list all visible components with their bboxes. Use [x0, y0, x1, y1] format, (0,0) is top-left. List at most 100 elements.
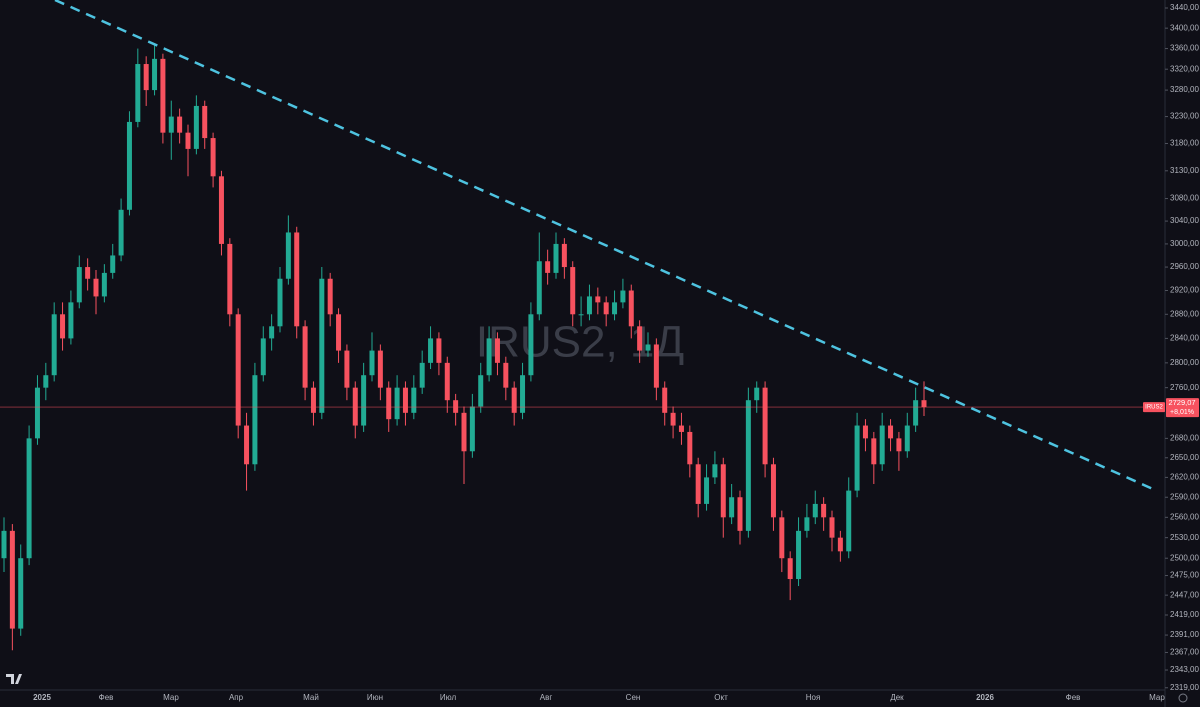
candle-body	[536, 261, 542, 315]
candle-body	[762, 387, 768, 465]
candle-body	[620, 290, 626, 303]
candle	[904, 412, 910, 458]
candle	[871, 431, 877, 484]
trendline	[54, 0, 1156, 492]
x-tick-label: 2025	[33, 693, 51, 702]
candle	[520, 362, 526, 420]
candle	[344, 344, 350, 401]
price-tag-value: 2729,07	[1168, 398, 1195, 407]
candle	[645, 332, 651, 357]
candle	[854, 412, 860, 498]
candle-body	[637, 326, 643, 351]
candle	[829, 510, 835, 552]
x-tick-label: Фев	[1066, 693, 1081, 702]
candle	[879, 412, 885, 471]
candle-body	[269, 326, 275, 339]
candle-body	[695, 464, 701, 504]
candle-body	[68, 302, 74, 339]
y-tick-label: 2800,00	[1170, 358, 1199, 367]
candle	[754, 381, 760, 413]
y-tick-label: 3360,00	[1170, 44, 1199, 53]
candle	[202, 100, 208, 149]
candle-body	[126, 121, 132, 210]
candle	[745, 387, 751, 538]
candle	[812, 490, 818, 525]
candle	[787, 551, 793, 601]
candle	[637, 320, 643, 363]
x-tick-label: Мар	[1149, 693, 1165, 702]
candle-body	[871, 438, 877, 465]
candle	[294, 226, 300, 339]
y-tick-label: 3320,00	[1170, 64, 1199, 73]
candle	[821, 497, 827, 531]
y-tick-label: 3280,00	[1170, 85, 1199, 94]
candle-body	[168, 116, 174, 133]
tv-logo	[6, 674, 22, 684]
candle	[93, 269, 99, 315]
candle-body	[319, 278, 325, 413]
candle	[51, 302, 57, 382]
candle-body	[394, 387, 400, 420]
candle-body	[704, 477, 710, 504]
candle-body	[804, 517, 810, 531]
candle-body	[545, 261, 551, 273]
candle	[18, 544, 24, 636]
candle	[394, 375, 400, 426]
candle	[779, 510, 785, 573]
candle	[252, 362, 258, 471]
candle-body	[553, 243, 559, 273]
candle	[653, 338, 659, 401]
candle-body	[93, 278, 99, 297]
candle-body	[34, 387, 40, 439]
candle	[695, 457, 701, 518]
candle-body	[687, 431, 693, 465]
candle-body	[921, 400, 927, 408]
x-tick-label: Май	[303, 693, 319, 702]
candle	[285, 215, 291, 285]
candle-body	[570, 267, 576, 315]
candle	[570, 261, 576, 327]
candle-body	[846, 490, 852, 552]
candle	[85, 258, 91, 291]
candle-body	[628, 290, 634, 327]
candle	[352, 381, 358, 439]
candle	[846, 477, 852, 559]
y-tick-label: 2960,00	[1170, 262, 1199, 271]
y-tick-label: 2475,00	[1170, 571, 1199, 580]
candle	[244, 412, 250, 491]
candle	[160, 53, 166, 144]
candle-body	[118, 209, 124, 256]
x-tick-label: Дек	[890, 693, 904, 702]
y-tick-label: 3080,00	[1170, 194, 1199, 203]
x-tick-label: Апр	[229, 693, 244, 702]
candle	[612, 290, 618, 321]
candle-body	[386, 387, 392, 420]
candle-body	[754, 387, 760, 401]
candle-body	[862, 425, 868, 439]
candle	[68, 290, 74, 345]
y-tick-label: 2447,00	[1170, 590, 1199, 599]
candle-body	[101, 272, 107, 297]
candle	[185, 124, 191, 177]
candle	[177, 108, 183, 144]
candle	[386, 381, 392, 432]
settings-icon[interactable]	[1178, 693, 1188, 703]
x-tick-label: Ноя	[806, 693, 821, 702]
x-tick-label: Мар	[163, 693, 179, 702]
candle-body	[612, 302, 618, 315]
candle-body	[678, 425, 684, 432]
candle-body	[478, 375, 484, 407]
candle	[126, 111, 132, 216]
candle-body	[662, 387, 668, 413]
y-tick-label: 3130,00	[1170, 166, 1199, 175]
candle	[586, 284, 592, 321]
candle-body	[469, 406, 475, 452]
candle	[553, 232, 559, 279]
candle	[260, 326, 266, 382]
candle-body	[152, 58, 158, 91]
candle	[536, 232, 542, 321]
candle-body	[310, 387, 316, 413]
candle	[43, 362, 49, 401]
candle-body	[302, 326, 308, 388]
candle	[227, 238, 233, 327]
